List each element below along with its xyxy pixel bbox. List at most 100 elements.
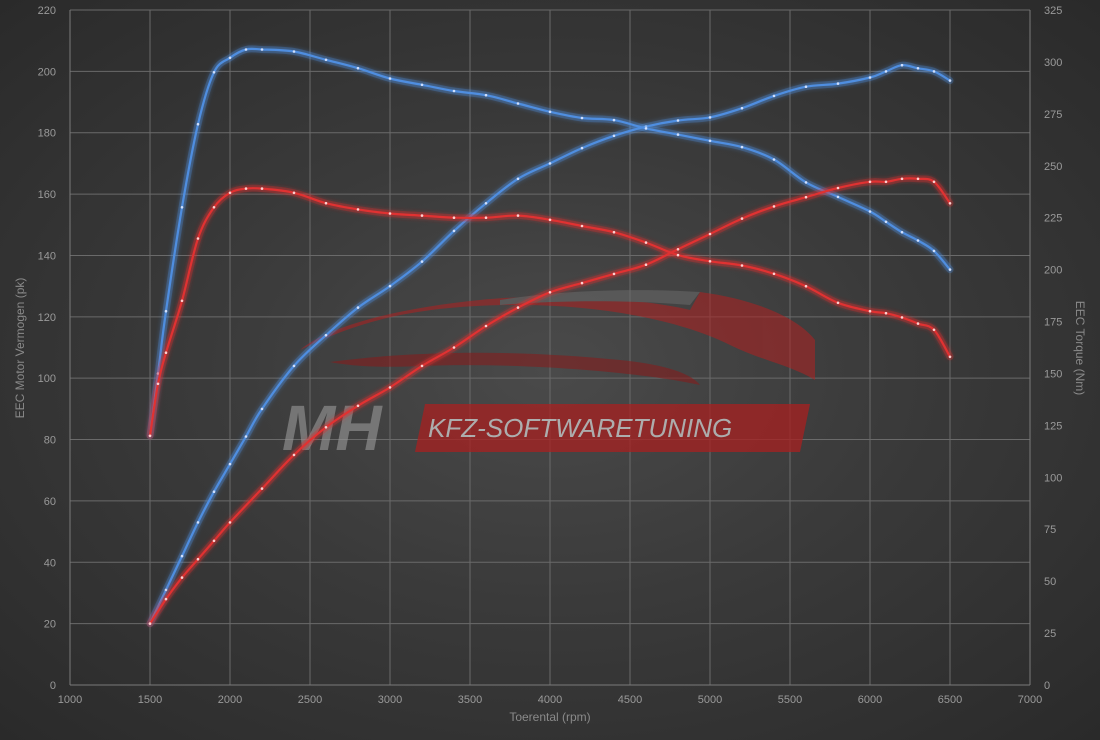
series-3-red-left <box>146 174 954 628</box>
brand-mh: MH <box>282 392 383 464</box>
x-tick-label: 3500 <box>458 694 482 706</box>
data-point <box>644 127 648 130</box>
right-tick-label: 100 <box>1044 472 1062 484</box>
data-point <box>884 180 888 184</box>
x-tick-label: 5500 <box>778 694 802 706</box>
data-point <box>180 299 184 303</box>
data-point <box>156 382 160 386</box>
data-point <box>836 195 840 199</box>
x-tick-label: 6000 <box>858 694 882 706</box>
data-point <box>292 364 296 368</box>
watermark-logo: MH KFZ-SOFTWARETUNING <box>282 290 815 464</box>
right-axis-title: EEC Torque (Nm) <box>1073 301 1087 395</box>
x-tick-label: 4500 <box>618 694 642 706</box>
left-tick-label: 80 <box>44 435 56 447</box>
data-point <box>772 94 776 98</box>
data-point <box>420 214 424 217</box>
data-point <box>868 309 872 313</box>
data-point <box>180 206 184 209</box>
data-point <box>548 218 552 222</box>
right-tick-label: 175 <box>1044 317 1062 329</box>
data-point <box>420 83 424 87</box>
data-point <box>484 216 488 219</box>
data-point <box>932 328 936 332</box>
data-point <box>868 180 872 184</box>
data-point <box>324 201 328 205</box>
series-line <box>148 64 952 625</box>
right-tick-label: 150 <box>1044 368 1062 380</box>
series-group <box>146 45 954 628</box>
x-tick-label: 6500 <box>938 694 962 706</box>
data-point <box>452 346 456 349</box>
data-point <box>212 539 216 543</box>
brand-banner: KFZ-SOFTWARETUNING <box>415 404 810 452</box>
data-point <box>740 106 744 110</box>
data-point <box>612 272 616 276</box>
data-point <box>868 210 872 213</box>
data-point <box>244 48 248 51</box>
data-point <box>884 70 888 73</box>
right-tick-label: 250 <box>1044 161 1062 173</box>
data-point <box>164 588 168 592</box>
data-point <box>868 76 872 79</box>
data-point <box>708 139 712 143</box>
data-point <box>900 177 904 181</box>
left-tick-label: 160 <box>38 189 56 201</box>
data-point <box>228 521 232 524</box>
x-axis-title: Toerental (rpm) <box>509 710 590 724</box>
data-point <box>740 264 744 267</box>
series-4-red-right <box>146 184 954 440</box>
left-tick-label: 120 <box>38 312 56 324</box>
data-point <box>164 597 168 601</box>
x-tick-label: 2500 <box>298 694 322 706</box>
data-point <box>804 181 808 184</box>
left-tick-label: 140 <box>38 250 56 262</box>
data-point <box>948 268 952 271</box>
data-point <box>948 202 952 205</box>
data-point <box>932 180 936 184</box>
right-tick-label: 300 <box>1044 57 1062 69</box>
data-point <box>548 291 552 294</box>
data-point <box>164 351 168 355</box>
data-point <box>644 241 648 244</box>
data-point <box>916 177 920 181</box>
right-tick-label: 275 <box>1044 109 1062 121</box>
data-point <box>164 309 168 313</box>
right-tick-label: 50 <box>1044 576 1056 588</box>
left-tick-label: 20 <box>44 619 56 631</box>
data-point <box>452 89 456 93</box>
data-point <box>516 177 520 181</box>
data-point <box>580 281 584 285</box>
data-point <box>676 119 680 122</box>
data-point <box>708 116 712 119</box>
left-tick-label: 60 <box>44 496 56 508</box>
watermark-text: KFZ-SOFTWARETUNING <box>428 413 732 443</box>
watermark-brand: MH <box>282 392 383 464</box>
x-tick-label: 7000 <box>1018 694 1042 706</box>
data-point <box>836 186 840 190</box>
data-point <box>420 260 424 263</box>
x-tick-label: 5000 <box>698 694 722 706</box>
data-point <box>148 434 152 438</box>
data-point <box>212 206 216 209</box>
data-point <box>708 232 712 236</box>
data-point <box>260 407 264 411</box>
data-point <box>228 191 232 195</box>
data-point <box>452 229 456 233</box>
data-point <box>484 93 488 97</box>
data-point <box>420 364 424 368</box>
data-point <box>644 263 648 267</box>
series-2-blue-right <box>146 45 954 440</box>
data-point <box>804 195 808 199</box>
data-point <box>196 521 200 524</box>
data-point <box>260 48 264 51</box>
data-point <box>516 102 520 105</box>
data-point <box>580 224 584 228</box>
data-point <box>580 146 584 150</box>
data-point <box>180 554 184 558</box>
left-tick-label: 180 <box>38 128 56 140</box>
right-tick-label: 0 <box>1044 680 1050 692</box>
data-point <box>324 58 328 62</box>
data-point <box>484 324 488 328</box>
data-point <box>244 435 248 438</box>
